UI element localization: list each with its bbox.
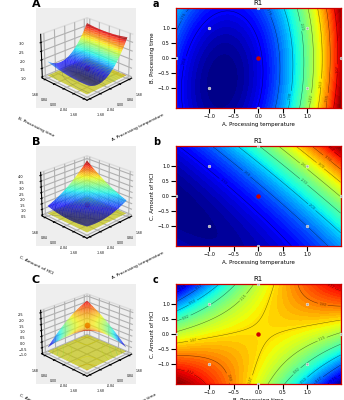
Y-axis label: B. Processing time: B. Processing time <box>150 33 155 83</box>
Text: 1.76: 1.76 <box>265 8 272 16</box>
Text: 0.17: 0.17 <box>315 376 323 384</box>
Text: 2.12: 2.12 <box>326 283 335 290</box>
Text: 2.12: 2.12 <box>185 369 194 376</box>
Text: 0.82: 0.82 <box>293 367 301 375</box>
Text: 3.07: 3.07 <box>335 65 340 73</box>
Y-axis label: C. Amount of HCl: C. Amount of HCl <box>150 310 155 358</box>
Text: 0.82: 0.82 <box>182 314 191 320</box>
X-axis label: B. Processing time: B. Processing time <box>233 398 284 400</box>
Text: 2.63: 2.63 <box>319 80 323 88</box>
Text: 1.15: 1.15 <box>239 293 247 302</box>
Y-axis label: C. Amount of HCl: C. Amount of HCl <box>19 255 54 275</box>
Text: -0.15: -0.15 <box>179 284 189 292</box>
Text: 1.66: 1.66 <box>242 170 251 178</box>
X-axis label: A. Processing temperature: A. Processing temperature <box>111 112 165 142</box>
Title: R1: R1 <box>254 138 263 144</box>
Text: B: B <box>32 137 40 147</box>
Text: 2.67: 2.67 <box>299 162 308 170</box>
Y-axis label: C. Amount of HCl: C. Amount of HCl <box>19 393 54 400</box>
Text: 1.54: 1.54 <box>182 57 188 65</box>
Text: 1.33: 1.33 <box>219 178 227 186</box>
Text: -0.15: -0.15 <box>329 375 339 384</box>
Text: 2.00: 2.00 <box>308 203 316 211</box>
X-axis label: B. Processing time: B. Processing time <box>119 392 157 400</box>
Text: 1.76: 1.76 <box>180 12 187 20</box>
Title: R1: R1 <box>254 0 263 6</box>
Text: 1.15: 1.15 <box>318 336 326 342</box>
Text: 0.50: 0.50 <box>299 376 308 384</box>
Y-axis label: B. Processing time: B. Processing time <box>17 116 55 138</box>
Text: 2.20: 2.20 <box>298 22 303 30</box>
X-axis label: A. Processing temperature: A. Processing temperature <box>222 122 295 127</box>
X-axis label: A. Processing temperature: A. Processing temperature <box>222 260 295 265</box>
Text: 3.34: 3.34 <box>323 154 331 162</box>
Text: 0.50: 0.50 <box>189 299 197 306</box>
X-axis label: A. Processing temperature: A. Processing temperature <box>111 250 165 280</box>
Text: 3.00: 3.00 <box>316 162 325 170</box>
Text: 1.80: 1.80 <box>319 302 327 307</box>
Text: 1.98: 1.98 <box>288 92 293 100</box>
Text: C: C <box>32 275 40 285</box>
Text: 2.85: 2.85 <box>325 94 330 102</box>
Text: 1.47: 1.47 <box>248 376 254 384</box>
Text: A: A <box>32 0 40 9</box>
Text: 3.67: 3.67 <box>326 145 335 153</box>
Text: 0.17: 0.17 <box>195 283 204 291</box>
Text: c: c <box>153 275 159 285</box>
Y-axis label: C. Amount of HCl: C. Amount of HCl <box>150 172 155 220</box>
Text: a: a <box>153 0 160 9</box>
Text: 2.33: 2.33 <box>299 178 308 186</box>
Text: 1.47: 1.47 <box>189 338 197 343</box>
Text: 2.42: 2.42 <box>308 94 313 102</box>
Text: b: b <box>153 137 160 147</box>
Title: R1: R1 <box>254 276 263 282</box>
Text: 1.80: 1.80 <box>225 374 231 382</box>
